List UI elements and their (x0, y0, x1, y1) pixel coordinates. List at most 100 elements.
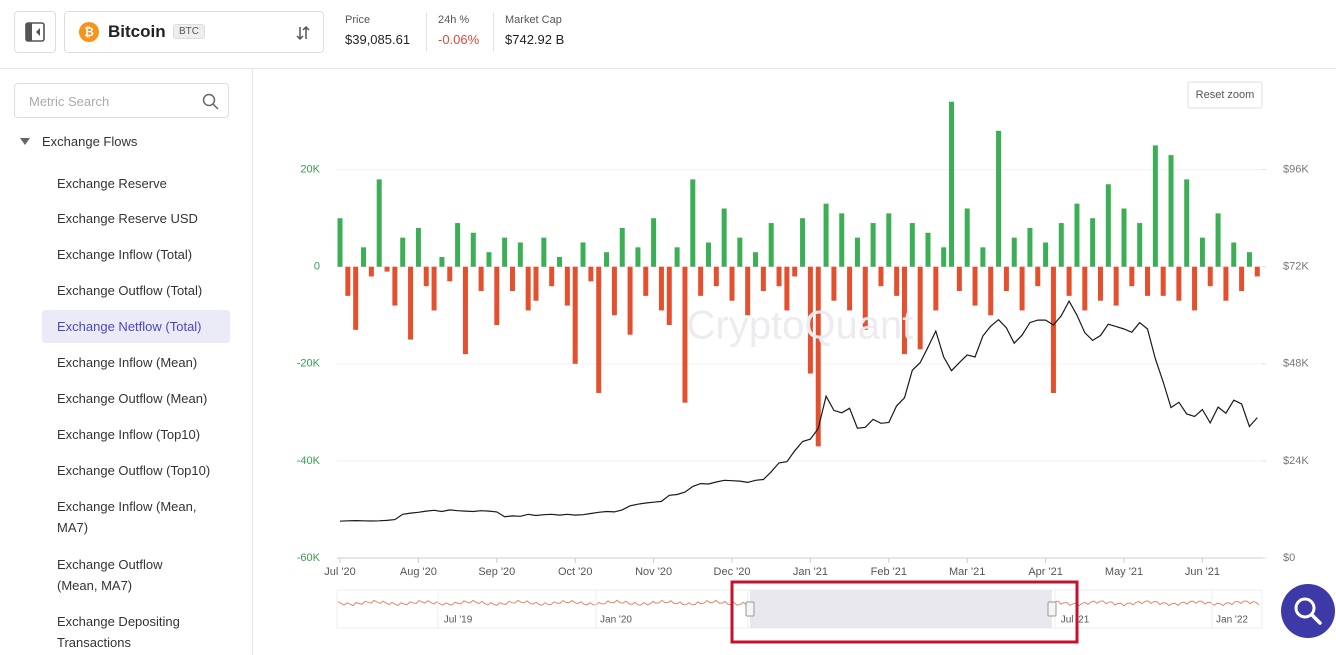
x-tick-label: Aug '20 (400, 566, 437, 578)
bar (400, 237, 406, 267)
bar (1011, 237, 1017, 267)
bar (847, 266, 853, 311)
bar (666, 266, 672, 325)
coin-icon: ₿ (79, 22, 99, 42)
bar (415, 227, 421, 267)
metric-item[interactable]: Exchange Inflow (Total) (57, 247, 193, 262)
metric-item[interactable]: Exchange Inflow (Top10) (57, 427, 201, 442)
x-tick-label: May '21 (1105, 566, 1143, 578)
bar (894, 266, 900, 296)
bar (611, 266, 617, 316)
bar (431, 266, 437, 311)
bar (1019, 266, 1025, 311)
divider (426, 12, 427, 52)
navigator-label: Jul '21 (1061, 615, 1090, 626)
metric-item[interactable]: Exchange Reserve USD (57, 211, 198, 226)
navigator-handle[interactable] (745, 601, 755, 617)
coin-selector[interactable]: ₿ Bitcoin BTC (64, 11, 324, 53)
bar (1074, 203, 1080, 267)
y2-tick-label: $96K (1283, 164, 1309, 176)
metric-item[interactable]: Exchange Inflow (Mean) (57, 355, 198, 370)
bar (1035, 266, 1041, 287)
bar (776, 266, 782, 287)
metric-item[interactable]: Exchange Reserve (57, 176, 167, 191)
bar (988, 266, 994, 316)
x-tick-label: Sep '20 (478, 566, 515, 578)
bar (572, 266, 578, 364)
bar (917, 266, 923, 350)
bar (1097, 266, 1103, 301)
bar (533, 266, 539, 301)
bar (549, 266, 555, 287)
bar (878, 266, 884, 287)
bar (1066, 266, 1072, 296)
bar (792, 266, 798, 277)
metric-item[interactable]: Exchange Inflow (Mean, MA7) (57, 499, 197, 535)
bar (439, 257, 445, 267)
search-fab-icon (1310, 613, 1322, 625)
bar (1105, 184, 1111, 267)
bar (588, 266, 594, 282)
bar (619, 227, 625, 267)
x-tick-label: Nov '20 (635, 566, 672, 578)
bar (682, 266, 688, 403)
search-fab[interactable] (1281, 584, 1335, 638)
bar (557, 257, 563, 267)
sidebar-toggle[interactable] (14, 11, 56, 53)
reset-zoom-label[interactable]: Reset zoom (1196, 89, 1255, 101)
search-fab-icon (1294, 597, 1316, 619)
reset-zoom-button[interactable] (1187, 81, 1263, 109)
bar (823, 203, 829, 267)
metric-item[interactable]: Exchange Outflow (Top10) (57, 463, 211, 478)
stat: 24h % -0.06% (438, 14, 479, 47)
stat-value: $39,085.61 (345, 32, 411, 47)
stat-label: Price (345, 14, 371, 26)
bar (384, 266, 390, 272)
bar (909, 223, 915, 267)
bar (1207, 266, 1213, 287)
metric-item[interactable]: Exchange Outflow (Mean, MA7) (57, 557, 163, 593)
y-tick-label: 20K (300, 164, 320, 176)
bar (423, 266, 429, 287)
bar (376, 179, 382, 267)
x-tick-label: Jan '21 (793, 566, 828, 578)
bar (870, 223, 876, 267)
bar (745, 266, 751, 316)
metric-item[interactable]: Exchange Outflow (Mean) (57, 391, 208, 406)
bar (1082, 266, 1088, 311)
bar (643, 266, 649, 296)
highlight-box (730, 580, 1079, 644)
metric-search[interactable]: Metric Search (14, 83, 229, 118)
navigator-handle[interactable] (1047, 601, 1057, 617)
coin-ticker: BTC (173, 24, 205, 39)
bar (635, 247, 641, 267)
bar (807, 266, 813, 374)
bar (800, 218, 806, 267)
bar (1113, 266, 1119, 306)
navigator-selection[interactable] (750, 590, 1052, 628)
navigator-label: Jul '19 (444, 615, 473, 626)
bar (478, 266, 484, 292)
metric-item[interactable]: Exchange Netflow (Total) (42, 310, 230, 343)
y2-tick-label: $48K (1283, 358, 1309, 370)
bar (964, 208, 970, 267)
bar (1137, 223, 1143, 267)
bar (408, 266, 414, 340)
group-title[interactable]: Exchange Flows (42, 134, 138, 149)
metric-item[interactable]: Exchange Outflow (Total) (57, 283, 203, 298)
bar (737, 237, 743, 267)
plot: 20K 0 -20K -40K -60K $96K $72K $48K $24K $0 Jul '2… (297, 101, 1309, 578)
x-tick-label: Jun '21 (1185, 566, 1220, 578)
bar (690, 179, 696, 267)
bar (1160, 266, 1166, 296)
bar (580, 242, 586, 267)
bar (604, 252, 610, 267)
bar (486, 252, 492, 267)
search-icon (202, 93, 219, 110)
toggle-icon (25, 22, 45, 42)
bar (368, 266, 374, 277)
bar (831, 266, 837, 301)
metric-item[interactable]: Exchange Depositing Transactions (57, 614, 180, 650)
y-tick-label: -40K (297, 455, 321, 467)
